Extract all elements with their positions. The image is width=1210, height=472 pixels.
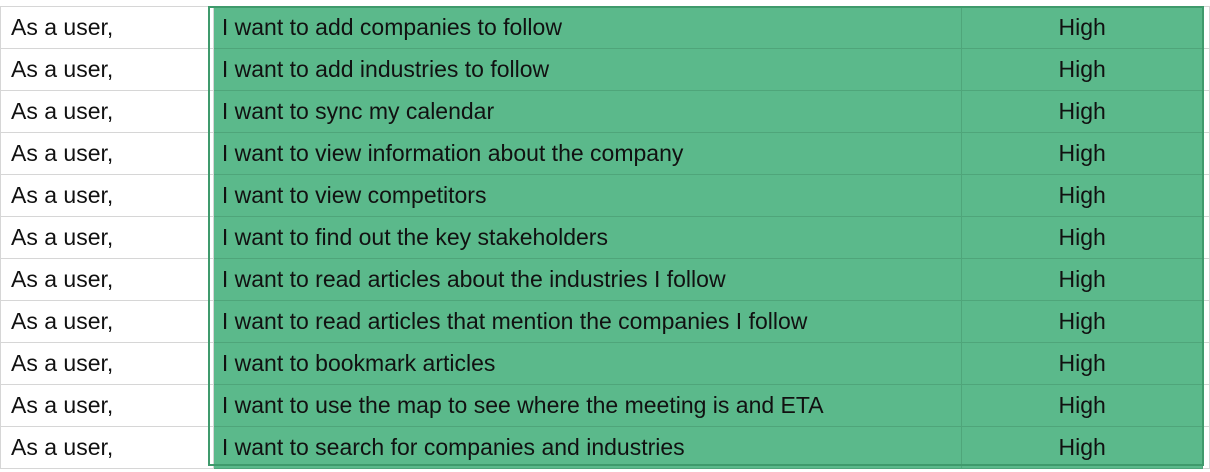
table-row: As a user, I want to search for companie… bbox=[1, 427, 1210, 469]
cell-who[interactable]: As a user, bbox=[1, 427, 214, 469]
table-row: As a user, I want to bookmark articles H… bbox=[1, 343, 1210, 385]
table-row: As a user, I want to view competitors Hi… bbox=[1, 175, 1210, 217]
cell-priority[interactable]: High bbox=[962, 343, 1203, 385]
table-row: As a user, I want to view information ab… bbox=[1, 133, 1210, 175]
cell-empty[interactable] bbox=[1203, 7, 1210, 49]
user-stories-table: As a user, I want to add companies to fo… bbox=[0, 6, 1210, 469]
table-row: As a user, I want to sync my calendar Hi… bbox=[1, 91, 1210, 133]
cell-who[interactable]: As a user, bbox=[1, 217, 214, 259]
cell-want[interactable]: I want to search for companies and indus… bbox=[213, 427, 961, 469]
cell-priority[interactable]: High bbox=[962, 133, 1203, 175]
cell-want[interactable]: I want to add industries to follow bbox=[213, 49, 961, 91]
cell-priority[interactable]: High bbox=[962, 175, 1203, 217]
cell-who[interactable]: As a user, bbox=[1, 343, 214, 385]
cell-want[interactable]: I want to bookmark articles bbox=[213, 343, 961, 385]
cell-priority[interactable]: High bbox=[962, 7, 1203, 49]
cell-who[interactable]: As a user, bbox=[1, 91, 214, 133]
cell-priority[interactable]: High bbox=[962, 301, 1203, 343]
cell-priority[interactable]: High bbox=[962, 427, 1203, 469]
cell-empty[interactable] bbox=[1203, 133, 1210, 175]
cell-priority[interactable]: High bbox=[962, 91, 1203, 133]
cell-empty[interactable] bbox=[1203, 301, 1210, 343]
cell-who[interactable]: As a user, bbox=[1, 7, 214, 49]
table-row: As a user, I want to use the map to see … bbox=[1, 385, 1210, 427]
cell-who[interactable]: As a user, bbox=[1, 259, 214, 301]
cell-empty[interactable] bbox=[1203, 91, 1210, 133]
cell-want[interactable]: I want to add companies to follow bbox=[213, 7, 961, 49]
cell-who[interactable]: As a user, bbox=[1, 133, 214, 175]
cell-want[interactable]: I want to find out the key stakeholders bbox=[213, 217, 961, 259]
cell-empty[interactable] bbox=[1203, 49, 1210, 91]
table-row: As a user, I want to add companies to fo… bbox=[1, 7, 1210, 49]
cell-priority[interactable]: High bbox=[962, 217, 1203, 259]
cell-who[interactable]: As a user, bbox=[1, 385, 214, 427]
cell-who[interactable]: As a user, bbox=[1, 301, 214, 343]
cell-priority[interactable]: High bbox=[962, 385, 1203, 427]
table-row: As a user, I want to read articles that … bbox=[1, 301, 1210, 343]
cell-want[interactable]: I want to read articles that mention the… bbox=[213, 301, 961, 343]
cell-want[interactable]: I want to view information about the com… bbox=[213, 133, 961, 175]
cell-empty[interactable] bbox=[1203, 217, 1210, 259]
cell-empty[interactable] bbox=[1203, 427, 1210, 469]
cell-want[interactable]: I want to use the map to see where the m… bbox=[213, 385, 961, 427]
table-row: As a user, I want to find out the key st… bbox=[1, 217, 1210, 259]
cell-want[interactable]: I want to read articles about the indust… bbox=[213, 259, 961, 301]
cell-empty[interactable] bbox=[1203, 175, 1210, 217]
cell-who[interactable]: As a user, bbox=[1, 49, 214, 91]
cell-who[interactable]: As a user, bbox=[1, 175, 214, 217]
table-row: As a user, I want to read articles about… bbox=[1, 259, 1210, 301]
cell-empty[interactable] bbox=[1203, 259, 1210, 301]
cell-priority[interactable]: High bbox=[962, 259, 1203, 301]
cell-want[interactable]: I want to sync my calendar bbox=[213, 91, 961, 133]
cell-priority[interactable]: High bbox=[962, 49, 1203, 91]
cell-want[interactable]: I want to view competitors bbox=[213, 175, 961, 217]
cell-empty[interactable] bbox=[1203, 343, 1210, 385]
table-row: As a user, I want to add industries to f… bbox=[1, 49, 1210, 91]
cell-empty[interactable] bbox=[1203, 385, 1210, 427]
